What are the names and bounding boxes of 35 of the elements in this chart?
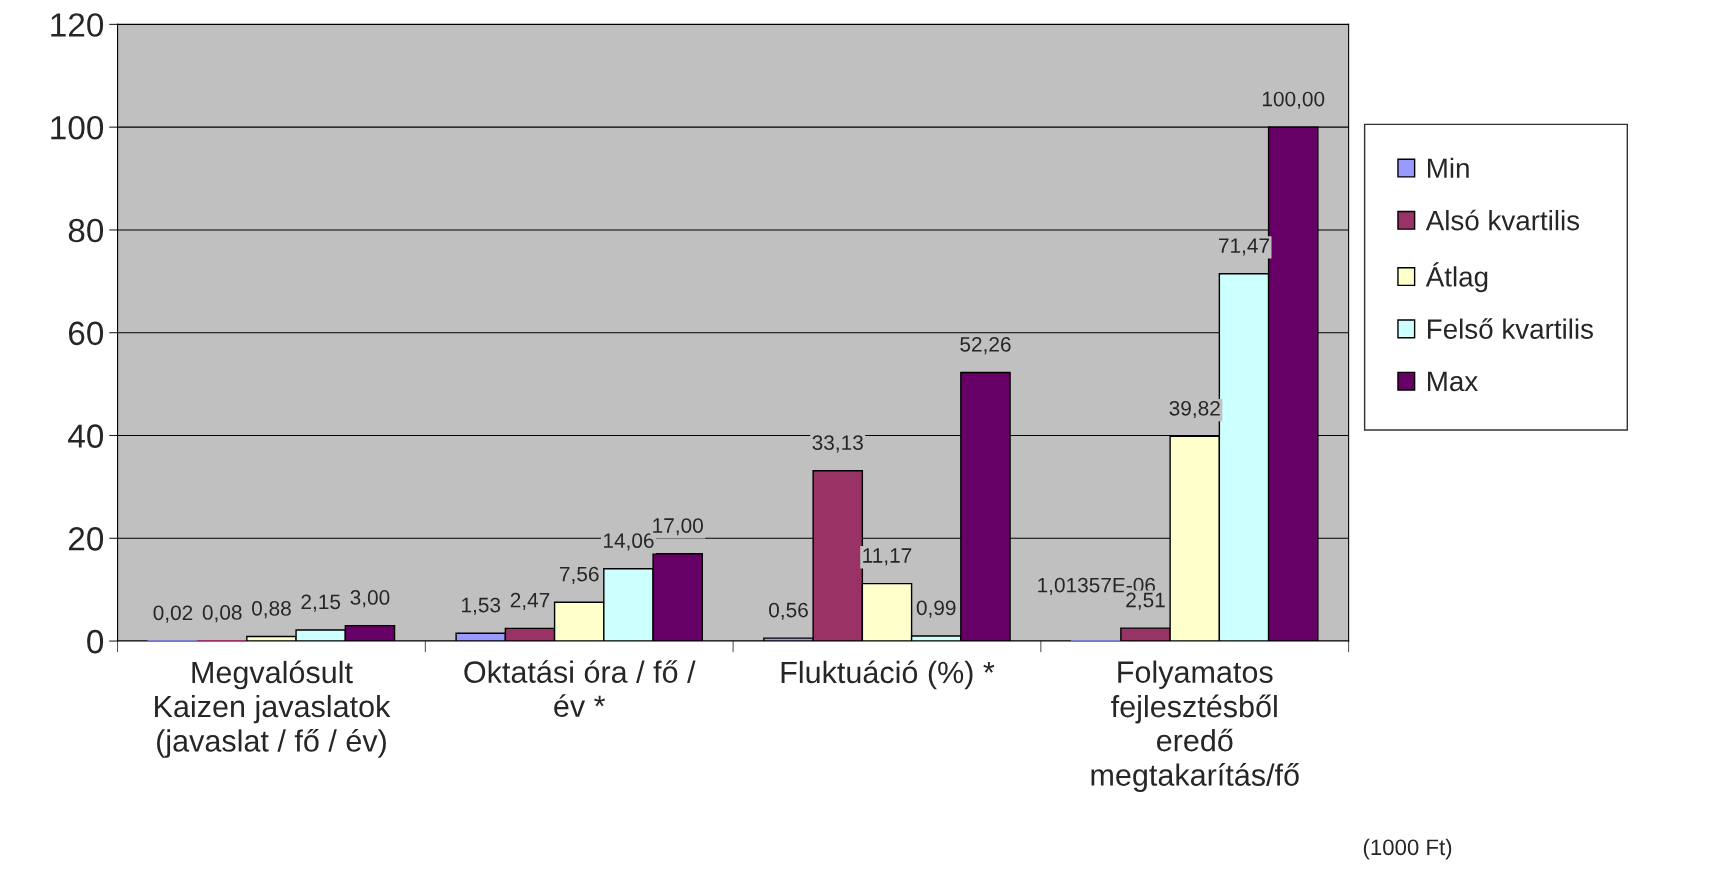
y-tick-label: 60 xyxy=(69,321,104,346)
data-label: 71,47 xyxy=(1218,238,1269,256)
y-tick-label: 0 xyxy=(87,629,104,654)
x-tick-label: Megvalósult Kaizen javaslatok (javaslat / fő / év) xyxy=(155,660,391,758)
legend-label: Átlag xyxy=(1425,262,1488,293)
legend-label: Felső kvartilis xyxy=(1428,318,1593,339)
data-label: 39,82 xyxy=(1169,400,1220,419)
x-tick-label: Folyamatos fejlesztésből eredő megtakarítás/fő xyxy=(1091,660,1299,792)
data-label: 7,56 xyxy=(560,566,599,584)
data-label: 52,26 xyxy=(960,336,1011,355)
y-tick-label: 100 xyxy=(51,115,104,140)
data-label: 17,00 xyxy=(653,518,703,536)
y-tick-label: 20 xyxy=(68,527,104,551)
y-tick-label: 120 xyxy=(51,13,104,37)
data-label: 33,13 xyxy=(812,435,863,453)
data-label: 0,08 xyxy=(202,605,242,623)
y-tick-label: 80 xyxy=(68,218,104,243)
data-label: 14,06 xyxy=(603,533,654,551)
data-label: 2,47 xyxy=(510,592,550,611)
legend-label: Max xyxy=(1428,371,1478,392)
data-label: 11,17 xyxy=(863,548,912,566)
data-label: 0,56 xyxy=(769,602,808,620)
x-tick-label: Oktatási óra / fő / év * xyxy=(464,660,696,717)
data-label: 0,88 xyxy=(251,601,291,619)
text: (1000 Ft) xyxy=(1363,838,1452,860)
data-label: 1,53 xyxy=(462,597,501,615)
data-label: 0,02 xyxy=(153,605,193,623)
data-label: 3,00 xyxy=(350,590,390,608)
legend-label: Min xyxy=(1428,157,1469,178)
data-label: 0,99 xyxy=(916,600,956,618)
data-label: 2,15 xyxy=(301,594,341,612)
data-label: 100,00 xyxy=(1262,91,1325,109)
y-tick-label: 40 xyxy=(68,424,104,448)
legend-label: Alsó kvartilis xyxy=(1425,209,1580,231)
x-tick-label: Fluktuáció (%) * xyxy=(781,660,995,690)
